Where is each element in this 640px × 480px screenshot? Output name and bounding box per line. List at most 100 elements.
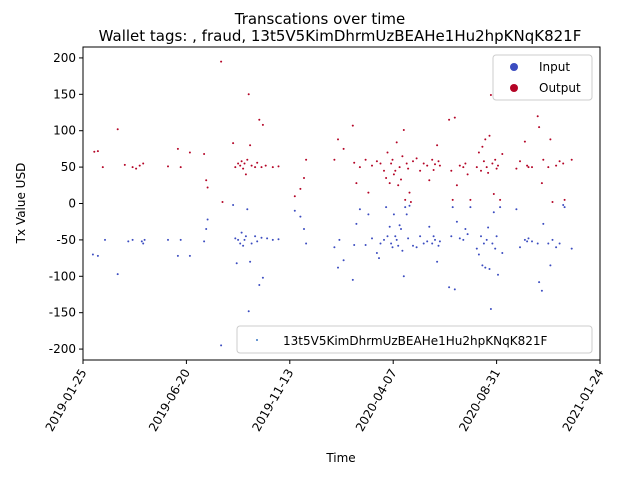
legend-output-label: Output [539,81,581,95]
output-point [469,198,472,201]
output-point [240,160,243,163]
output-point [220,60,223,63]
input-point [542,222,545,225]
chart-subtitle: Wallet tags: , fraud, 13t5V5KimDhrmUzBEA… [99,27,582,45]
input-point [419,235,422,238]
input-point [466,233,469,236]
plot-frame [82,46,601,361]
output-point [271,166,274,169]
input-point [342,259,345,262]
input-point [450,235,453,238]
output-point [264,164,267,167]
output-point [450,169,453,172]
output-point [475,166,478,169]
output-point [167,165,169,168]
input-point [104,238,106,241]
input-point [458,237,461,240]
input-point [402,275,405,278]
input-point [234,237,237,240]
input-point [501,252,504,254]
output-point [246,158,249,161]
output-point [138,164,141,167]
input-point [495,235,498,238]
input-point [494,247,497,250]
output-point [494,158,497,161]
input-point [492,211,495,214]
input-point [412,244,414,247]
input-point [536,242,539,245]
input-point [464,228,467,230]
input-point [378,257,380,260]
input-point [383,238,385,241]
y-axis: -200 -150 -100 -50 0 50 100 150 200 [49,51,83,356]
input-point [434,238,436,241]
input-point [432,235,435,238]
input-point [469,206,472,209]
y-axis-label: Tx Value USD [14,163,28,245]
output-point [453,116,456,119]
input-point [351,278,354,281]
input-point [390,242,393,245]
input-point [364,244,367,246]
output-point [426,164,429,167]
input-point [551,238,554,241]
input-point [239,242,242,245]
y-tick-label: 200 [53,51,76,65]
input-point [563,206,566,209]
output-point [432,169,435,171]
chart-title: Transcations over time [234,10,406,28]
output-point [351,124,354,127]
output-point [355,182,358,185]
output-point [408,191,411,194]
input-point [392,213,395,216]
input-point [358,208,361,211]
output-point [303,177,305,179]
output-point [232,142,235,145]
output-point [542,158,545,161]
output-point [515,167,518,170]
input-point [386,235,389,238]
output-point [491,162,494,165]
input-point [485,238,488,241]
output-point [234,166,237,169]
input-point [271,238,274,241]
output-point [391,158,394,161]
x-tick-label: 2019-01-25 [43,367,90,434]
input-point [206,218,209,221]
input-point [519,246,521,249]
output-point [526,164,529,167]
input-point [428,225,431,228]
input-point [143,238,146,241]
input-point [131,238,134,241]
output-point [342,147,345,150]
output-point [395,141,398,144]
input-point [437,244,440,247]
output-point [243,162,246,165]
y-tick-label: -100 [49,269,76,283]
input-point [232,204,235,206]
output-point [549,138,552,141]
input-point [491,242,494,245]
input-point [237,238,240,241]
input-point [488,268,491,270]
input-point [205,228,208,230]
output-point [422,162,425,165]
output-point [536,115,539,118]
y-tick-label: -50 [56,233,76,247]
input-point [176,254,179,257]
input-point [293,209,296,212]
plot-area [91,60,573,347]
x-tick-label: 2020-04-07 [353,367,400,434]
output-point [448,118,451,121]
output-point [277,165,280,168]
input-point [385,206,388,209]
input-point [477,253,480,256]
x-axis: 2019-01-25 2019-06-20 2019-11-13 2020-04-07… [43,360,607,434]
input-point [167,238,169,241]
input-point [523,238,526,241]
output-point [260,166,263,169]
output-point [392,173,395,176]
input-point [127,240,130,243]
input-point [371,237,373,240]
output-point [188,151,191,154]
